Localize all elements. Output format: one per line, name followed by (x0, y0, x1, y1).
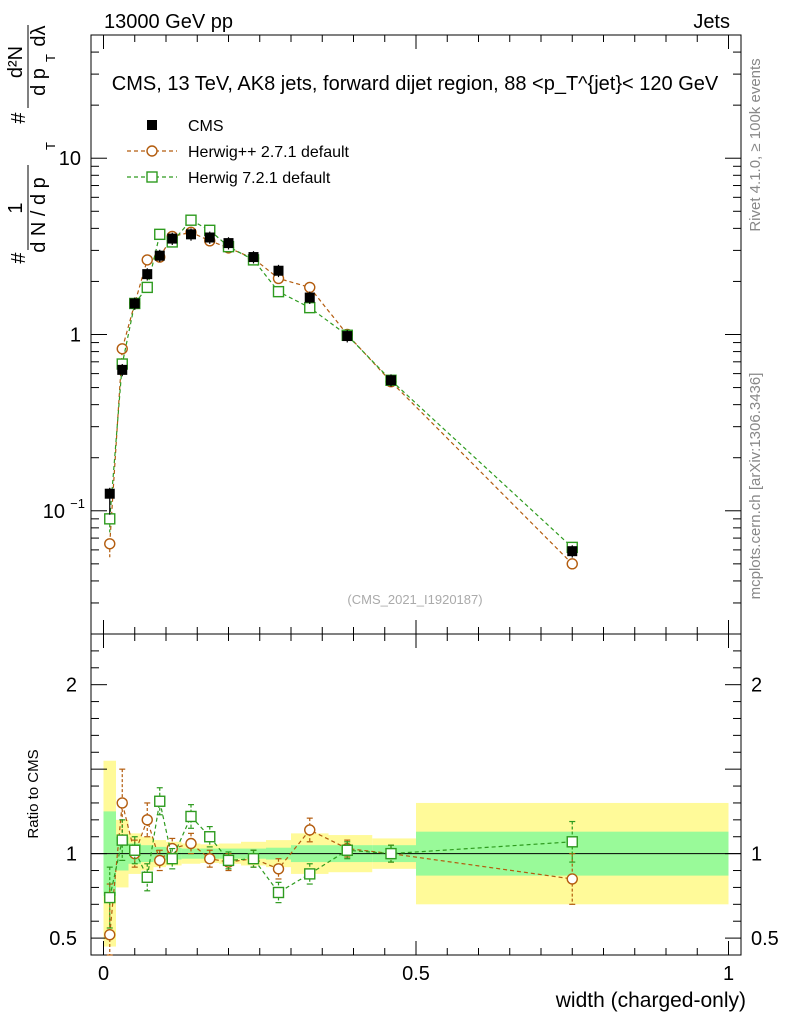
ratio-point (204, 831, 216, 843)
ratio-point (272, 886, 285, 899)
legend-marker (146, 171, 158, 183)
ratio-plot-frame (90, 633, 742, 956)
data-point (185, 214, 197, 226)
data-point (304, 292, 315, 303)
y-label-hash-1: # (8, 252, 30, 264)
data-point (117, 364, 128, 375)
x-tick-label: 1 (723, 963, 734, 985)
header-left: 13000 GeV pp (104, 11, 233, 33)
series-line-1 (109, 231, 573, 565)
ratio-y-tick-label-right: 1 (751, 844, 762, 866)
data-point (204, 232, 215, 243)
y-label-sub-T: T (43, 142, 58, 150)
data-point (567, 546, 578, 557)
data-point (272, 285, 285, 298)
legend-label: Herwig++ 2.7.1 default (188, 144, 350, 161)
ratio-point (204, 853, 216, 865)
data-point (566, 558, 578, 570)
y-label-dp: d p (28, 68, 50, 96)
ratio-point (116, 797, 128, 809)
ratio-y-tick-label: 1 (66, 844, 77, 866)
data-point (154, 250, 165, 261)
analysis-tag: (CMS_2021_I1920187) (347, 592, 482, 607)
ratio-point (154, 854, 166, 867)
chart-title: CMS, 13 TeV, AK8 jets, forward dijet reg… (112, 73, 719, 95)
ratio-point (141, 871, 153, 883)
ratio-y-tick-label-right: 2 (751, 675, 762, 697)
data-point (304, 301, 316, 314)
ratio-point (222, 854, 235, 867)
ratio-point (385, 847, 397, 860)
data-point (129, 298, 140, 309)
data-point (248, 252, 259, 263)
data-point (104, 513, 116, 525)
y-tick-exponent: −1 (70, 496, 85, 511)
ratio-y-tick-label: 2 (66, 675, 77, 697)
ratio-point (154, 795, 166, 807)
ratio-point (341, 844, 353, 856)
y-label-d2N: d²N (5, 46, 27, 78)
data-point (104, 488, 115, 499)
legend-marker (147, 120, 157, 130)
ratio-point (141, 814, 153, 826)
data-point (142, 269, 153, 280)
x-tick-label: 0 (98, 963, 109, 985)
ratio-line (109, 801, 573, 898)
ratio-point (566, 836, 578, 848)
ratio-point (116, 834, 128, 846)
x-tick-label: 0.5 (402, 963, 430, 985)
data-point (273, 265, 284, 276)
y-tick-label: 10 (59, 148, 81, 170)
y-label-one: 1 (5, 202, 27, 213)
ratio-point (272, 863, 285, 875)
ratio-point (104, 891, 116, 904)
data-point (386, 375, 396, 386)
main-y-label: # 1 d N / d p T # d²N d p T dλ (5, 25, 58, 264)
y-label-sub-T2: T (43, 54, 58, 62)
data-point (223, 238, 234, 249)
data-point (186, 229, 196, 240)
data-point (154, 228, 166, 241)
ratio-point (185, 837, 197, 850)
ratio-y-label: Ratio to CMS (25, 749, 42, 838)
ratio-point (166, 853, 178, 865)
data-point (342, 331, 353, 342)
ratio-point (566, 873, 578, 885)
ratio-point (104, 929, 116, 941)
y-label-hash-2: # (8, 112, 30, 124)
data-point (104, 538, 116, 550)
ratio-point (129, 844, 141, 856)
rivet-version: Rivet 4.1.0, ≥ 100k events (747, 58, 764, 231)
series-line-2 (109, 219, 573, 548)
y-label-dN-dpT: d N / d p (28, 177, 50, 253)
data-point (141, 281, 153, 294)
ratio-point (304, 868, 316, 880)
y-label-dlambda: dλ (28, 25, 50, 46)
ratio-point (304, 824, 316, 836)
data-point (167, 233, 178, 244)
legend-label: Herwig 7.2.1 default (188, 170, 331, 187)
ratio-y-tick-label: 0.5 (49, 928, 77, 950)
mcplots-credit: mcplots.cern.ch [arXiv:1306.3436] (747, 373, 764, 600)
data-point (141, 254, 153, 266)
header-right: Jets (693, 11, 730, 33)
y-tick-label: 10 (43, 501, 65, 523)
x-axis-label: width (charged-only) (555, 989, 746, 1012)
legend-label: CMS (188, 118, 224, 135)
ratio-point (185, 810, 197, 823)
legend-marker (146, 145, 158, 157)
ratio-y-tick-label-right: 0.5 (751, 928, 779, 950)
y-tick-label: 1 (70, 325, 81, 347)
data-point (304, 281, 316, 294)
ratio-point (247, 853, 260, 865)
